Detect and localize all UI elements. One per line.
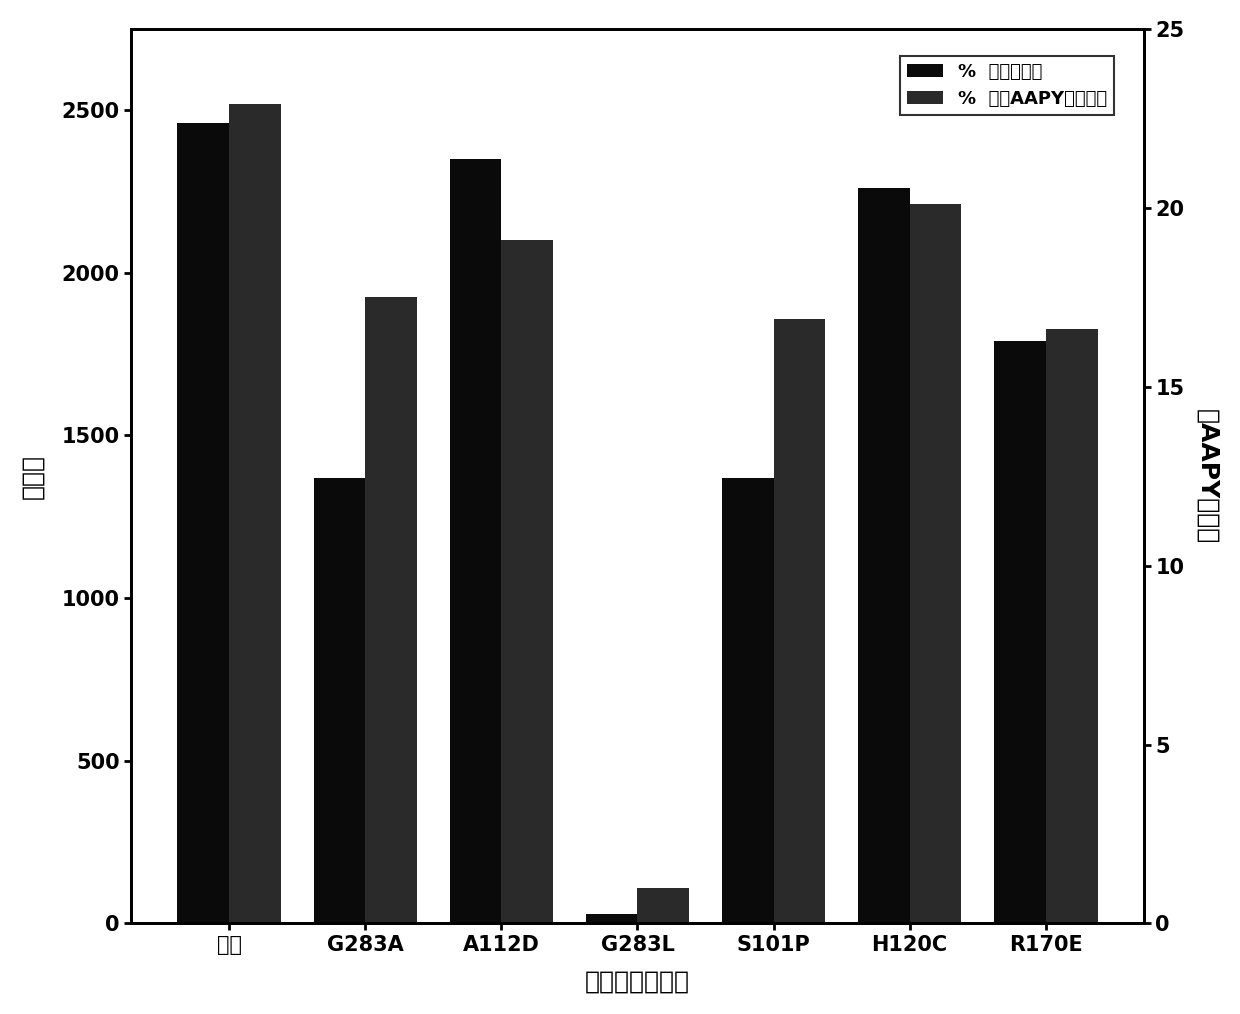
Bar — [774, 318, 826, 924]
Bar — [637, 887, 689, 924]
Bar — [994, 341, 1045, 924]
Y-axis label: 国标法: 国标法 — [21, 453, 45, 499]
Bar — [177, 123, 229, 924]
Bar — [1045, 330, 1097, 924]
Bar — [501, 240, 553, 924]
Legend: %  （国标法）, %  （以AAPY为底物）: % （国标法）, % （以AAPY为底物） — [900, 56, 1115, 116]
Bar — [585, 914, 637, 924]
Bar — [229, 104, 281, 924]
Bar — [314, 478, 366, 924]
Bar — [858, 189, 910, 924]
X-axis label: 不同蛋白酶样品: 不同蛋白酶样品 — [585, 969, 689, 993]
Bar — [910, 204, 961, 924]
Y-axis label: 以AAPY为底物: 以AAPY为底物 — [1195, 409, 1219, 544]
Bar — [450, 159, 501, 924]
Bar — [366, 297, 417, 924]
Bar — [722, 478, 774, 924]
